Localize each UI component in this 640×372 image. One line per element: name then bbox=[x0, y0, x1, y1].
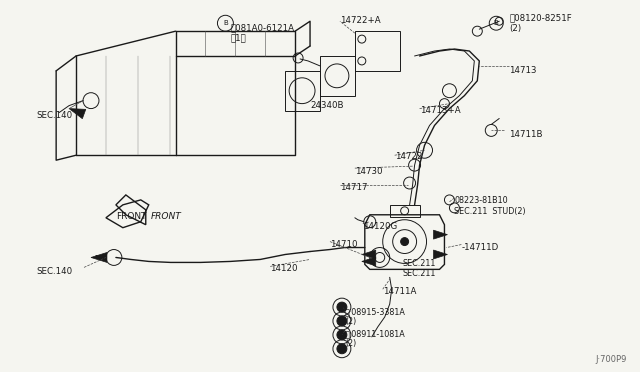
Text: FRONT: FRONT bbox=[151, 212, 182, 221]
Text: 14120G: 14120G bbox=[363, 222, 397, 231]
Text: B: B bbox=[494, 20, 499, 26]
Text: SEC.140: SEC.140 bbox=[36, 110, 72, 119]
Text: Ⓝ·08911-1081A
(2): Ⓝ·08911-1081A (2) bbox=[345, 329, 406, 348]
Text: 14713+A: 14713+A bbox=[420, 106, 460, 115]
Text: N: N bbox=[339, 332, 344, 337]
Text: 14711B: 14711B bbox=[509, 131, 543, 140]
Text: 24340B: 24340B bbox=[310, 101, 344, 110]
Polygon shape bbox=[91, 253, 107, 262]
Text: 14710: 14710 bbox=[330, 240, 358, 248]
Polygon shape bbox=[69, 109, 86, 119]
Circle shape bbox=[337, 330, 347, 340]
Polygon shape bbox=[433, 230, 447, 239]
Text: Ⓑ081A0-6121A
（1）: Ⓑ081A0-6121A （1） bbox=[230, 23, 294, 43]
Text: B: B bbox=[223, 20, 228, 26]
Text: M: M bbox=[339, 318, 345, 324]
Text: Ⓜ·08915-3381A
(2): Ⓜ·08915-3381A (2) bbox=[345, 307, 406, 327]
Text: FRONT: FRONT bbox=[116, 212, 147, 221]
Circle shape bbox=[337, 316, 347, 326]
Circle shape bbox=[337, 302, 347, 312]
Polygon shape bbox=[433, 250, 447, 259]
Text: SEC.211  STUD(2): SEC.211 STUD(2) bbox=[454, 207, 526, 216]
Text: 14713: 14713 bbox=[509, 66, 537, 75]
Circle shape bbox=[337, 344, 347, 354]
Text: 14722+A: 14722+A bbox=[340, 16, 381, 25]
Text: 14722: 14722 bbox=[395, 152, 422, 161]
Text: 14120: 14120 bbox=[270, 264, 298, 273]
Polygon shape bbox=[362, 257, 376, 266]
Text: J·700P9: J·700P9 bbox=[595, 355, 627, 364]
Text: N: N bbox=[339, 346, 344, 351]
Text: M: M bbox=[339, 305, 345, 310]
Bar bbox=[320, 56, 355, 96]
Bar bbox=[390, 205, 420, 217]
Text: 14730: 14730 bbox=[355, 167, 382, 176]
Text: SEC.211: SEC.211 bbox=[403, 259, 436, 269]
Text: 08223-81B10: 08223-81B10 bbox=[454, 196, 508, 205]
Bar bbox=[355, 31, 399, 71]
Text: SEC.211: SEC.211 bbox=[403, 269, 436, 278]
Text: 14711A: 14711A bbox=[383, 287, 416, 296]
Circle shape bbox=[401, 238, 408, 246]
Text: 14717: 14717 bbox=[340, 183, 367, 192]
Text: -14711D: -14711D bbox=[461, 243, 499, 251]
Bar bbox=[285, 71, 320, 110]
Text: Ⓑ08120-8251F
(2): Ⓑ08120-8251F (2) bbox=[509, 13, 572, 33]
Text: SEC.140: SEC.140 bbox=[36, 267, 72, 276]
Polygon shape bbox=[362, 250, 376, 259]
